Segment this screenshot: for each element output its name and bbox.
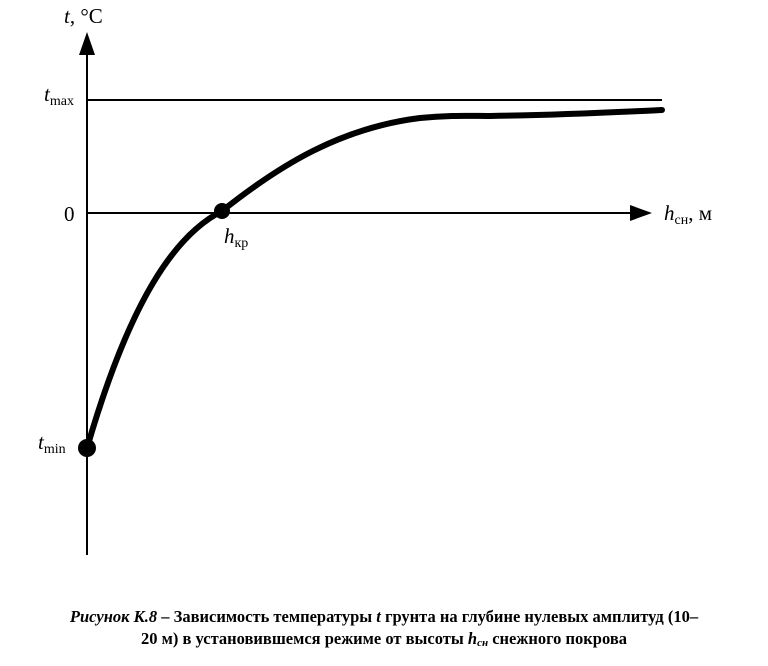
x-axis-arrowhead	[630, 205, 652, 221]
t-max-label: tmax	[44, 84, 74, 109]
caption-h-sub: сн	[477, 637, 489, 649]
diagram-canvas	[78, 32, 665, 555]
x-axis-sub: сн	[674, 213, 689, 228]
h-kr-sub: кр	[234, 236, 249, 251]
t-min-main: t	[38, 430, 44, 454]
h-kr-main: h	[224, 224, 235, 248]
h-kr-point	[214, 203, 230, 219]
t-min-point	[78, 439, 96, 457]
caption-prefix: Рисунок К.8	[69, 607, 158, 626]
t-min-sub: min	[43, 442, 66, 457]
t-min-label: tmin	[38, 432, 66, 457]
zero-label: 0	[64, 202, 75, 226]
y-axis-var: t	[64, 4, 70, 28]
diagram: t, °C tmax 0 hсн, м hкр tmin	[38, 6, 712, 555]
caption-part3: 20 м) в установившемся режиме от высоты	[141, 629, 468, 648]
t-max-main: t	[44, 82, 50, 106]
caption-t-var: t	[376, 607, 381, 626]
x-axis-label: hсн, м	[664, 203, 712, 228]
y-axis-label: t, °C	[64, 6, 103, 27]
t-max-sub: max	[49, 94, 74, 109]
caption-part2: грунта на глубине нулевых амплитуд (10–	[380, 607, 699, 626]
caption-h-var: h	[467, 629, 478, 648]
y-axis-arrowhead	[79, 32, 95, 55]
temperature-curve	[84, 107, 665, 451]
caption-part1: – Зависимость температуры	[157, 607, 377, 626]
figure-caption: Рисунок К.8 – Зависимость температуры t …	[0, 606, 768, 654]
caption-part4: снежного покрова	[488, 629, 627, 648]
x-axis-unit: , м	[688, 201, 713, 225]
y-axis-unit: , °C	[69, 4, 103, 28]
h-kr-label: hкр	[224, 226, 248, 251]
x-axis-var: h	[664, 201, 675, 225]
